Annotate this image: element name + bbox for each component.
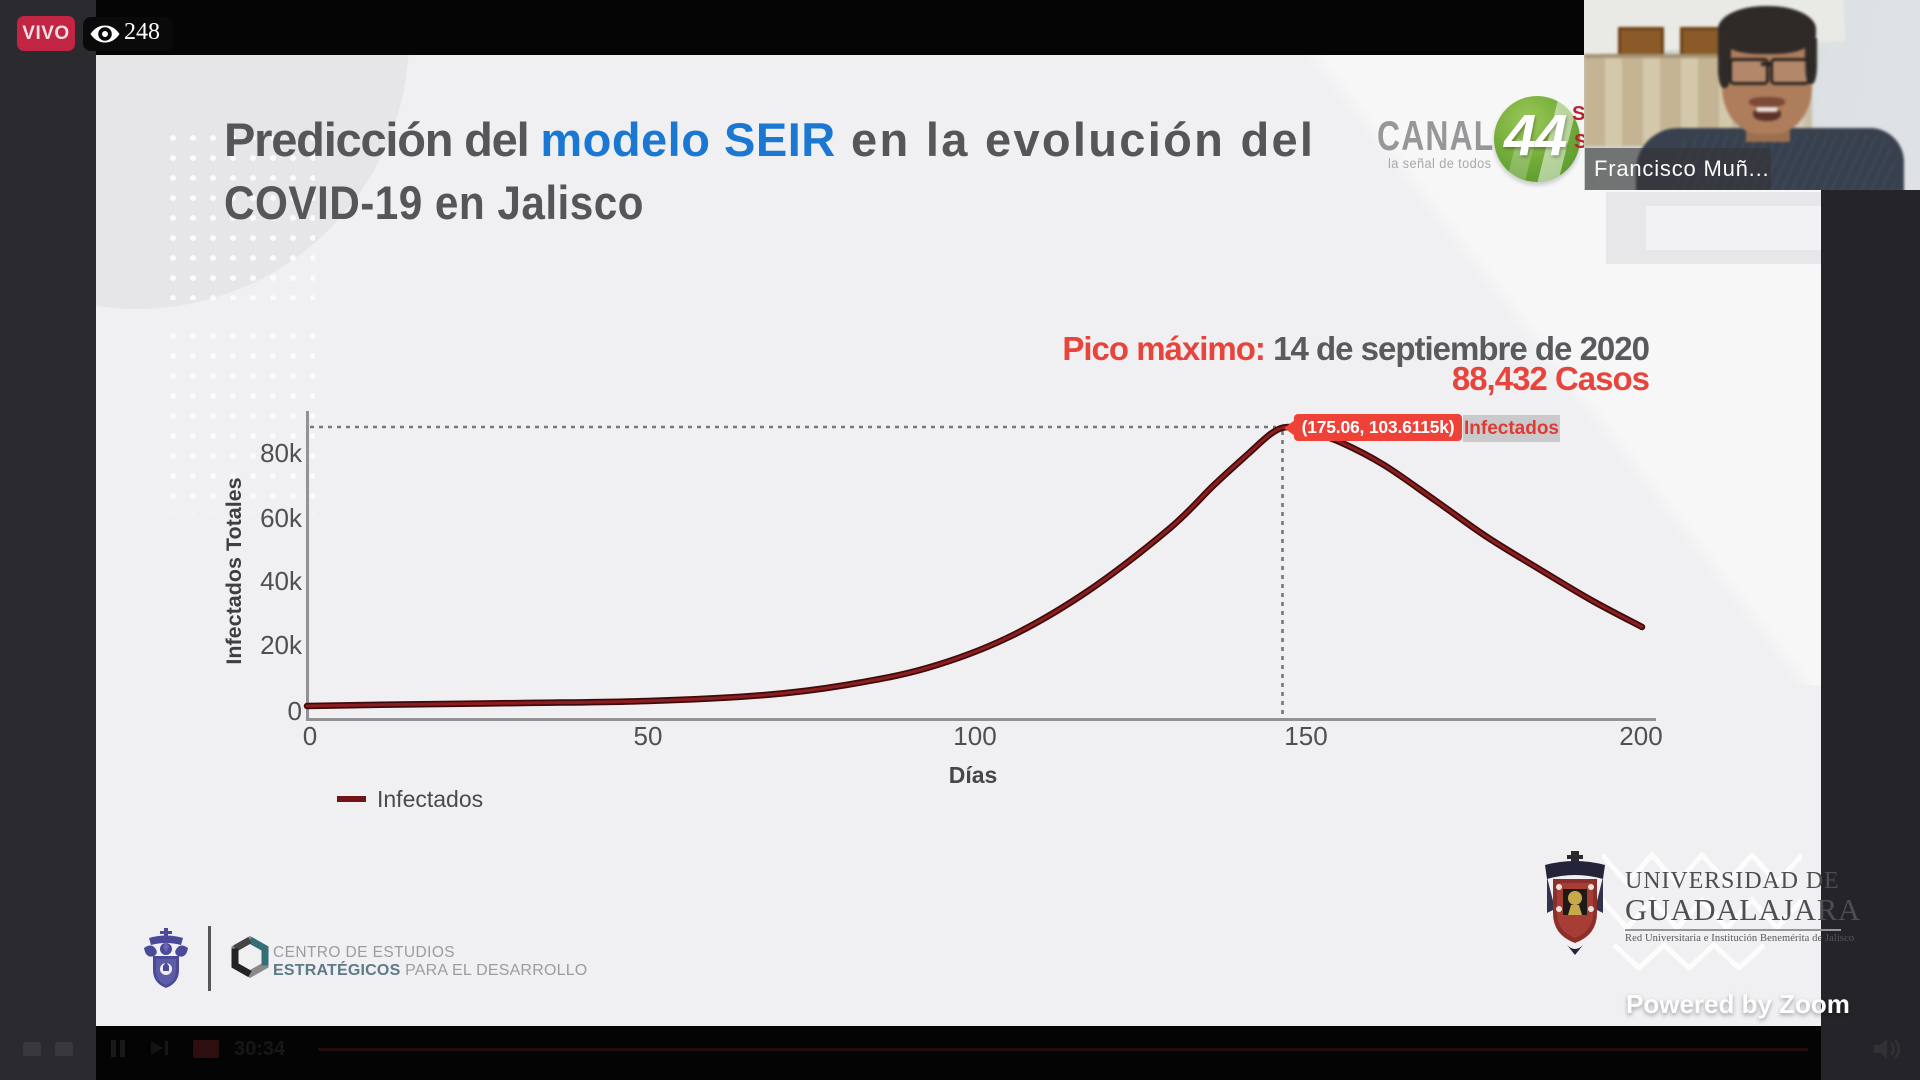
svg-text:80k: 80k (260, 438, 303, 468)
svg-text:0: 0 (303, 721, 317, 751)
svg-text:150: 150 (1284, 721, 1327, 751)
svg-text:20k: 20k (260, 630, 303, 660)
svg-text:200: 200 (1619, 721, 1662, 751)
svg-text:Infectados Totales: Infectados Totales (222, 477, 246, 664)
svg-text:60k: 60k (260, 503, 303, 533)
svg-text:Días: Días (949, 762, 998, 788)
svg-text:100: 100 (953, 721, 996, 751)
svg-text:0: 0 (288, 696, 302, 726)
svg-text:50: 50 (634, 721, 663, 751)
svg-text:40k: 40k (260, 566, 303, 596)
svg-text:Infectados: Infectados (377, 786, 483, 812)
